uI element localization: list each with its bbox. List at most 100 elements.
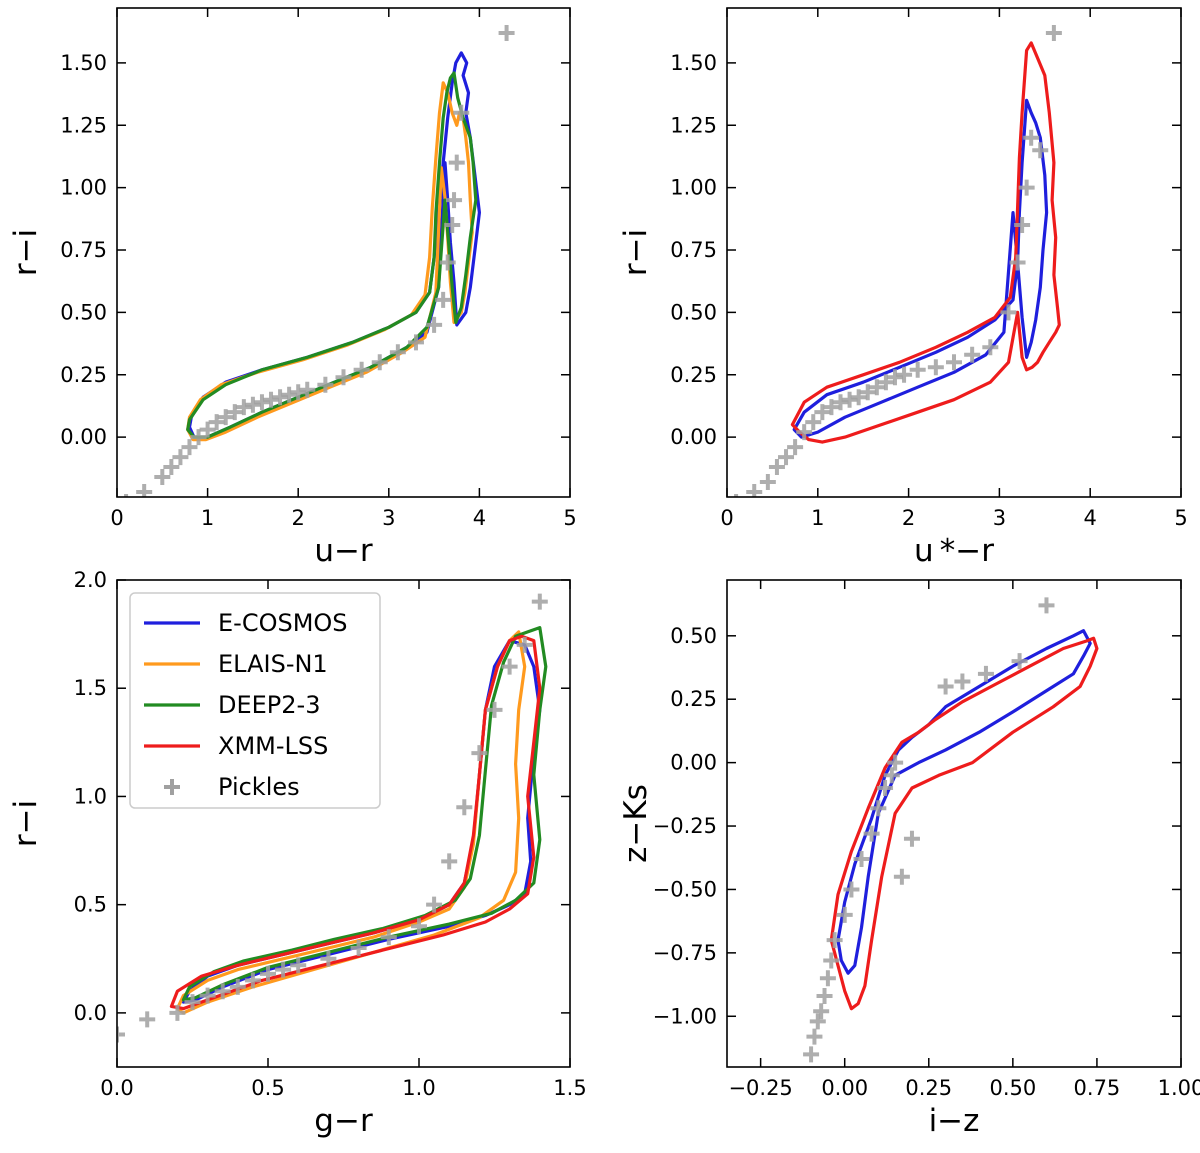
legend-label: ELAIS-N1 bbox=[218, 650, 328, 678]
pickles-marker bbox=[859, 384, 876, 401]
pickles-marker bbox=[217, 409, 234, 426]
pickles-marker bbox=[836, 906, 853, 923]
y-tick-label: 0.50 bbox=[670, 624, 717, 648]
pickles-marker bbox=[909, 361, 926, 378]
pickles-marker bbox=[260, 965, 276, 982]
legend: E-COSMOS ELAIS-N1 DEEP2-3 XMM-LSS Pickles bbox=[129, 592, 381, 809]
pickles-marker bbox=[299, 381, 316, 398]
pickles-marker bbox=[841, 391, 858, 408]
pickles-marker bbox=[272, 389, 289, 406]
pickles-marker bbox=[350, 939, 367, 956]
pickles-marker bbox=[184, 994, 201, 1011]
pickles-marker bbox=[796, 424, 813, 441]
x-tick-label: 1 bbox=[201, 506, 214, 530]
plot-area bbox=[124, 24, 515, 497]
pickles-marker bbox=[964, 346, 981, 363]
pickles-marker bbox=[868, 379, 885, 396]
x-axis-label: g−r bbox=[314, 1103, 373, 1139]
x-tick-label: 4 bbox=[473, 506, 486, 530]
pickles-marker bbox=[235, 399, 252, 416]
pickles-marker bbox=[453, 104, 470, 121]
pickles-marker bbox=[1038, 597, 1055, 614]
pickles-marker bbox=[787, 439, 804, 456]
pickles-marker bbox=[435, 291, 452, 308]
x-tick-label: 4 bbox=[1084, 506, 1097, 530]
pickles-marker bbox=[426, 896, 443, 913]
x-tick-label: 2 bbox=[292, 506, 305, 530]
pickles-marker bbox=[819, 970, 836, 987]
pickles-marker bbox=[136, 484, 153, 497]
y-tick-label: 0.5 bbox=[74, 893, 107, 917]
pickles-marker bbox=[253, 394, 270, 411]
y-axis-label: r−i bbox=[618, 229, 654, 276]
y-tick-label: −0.75 bbox=[653, 941, 717, 965]
pickles-marker bbox=[190, 429, 207, 446]
pickles-marker bbox=[1000, 304, 1017, 321]
pickles-marker bbox=[977, 665, 994, 682]
y-tick-label: 1.0 bbox=[74, 784, 107, 808]
y-axis-label: z−Ks bbox=[618, 784, 654, 863]
pickles-marker bbox=[816, 987, 833, 1004]
legend-label: Pickles bbox=[218, 773, 300, 801]
pickles-marker bbox=[139, 1011, 156, 1028]
pickles-marker bbox=[317, 376, 334, 393]
pickles-marker bbox=[826, 932, 843, 949]
x-tick-label: 0.00 bbox=[821, 1076, 868, 1100]
pickles-marker bbox=[516, 636, 533, 653]
pickles-marker bbox=[759, 474, 776, 491]
pickles-marker bbox=[803, 1046, 820, 1063]
pickles-marker bbox=[531, 593, 548, 610]
y-tick-label: 0.25 bbox=[60, 363, 107, 387]
series-xmm-lss-line bbox=[790, 41, 1061, 444]
pickles-marker bbox=[813, 1003, 830, 1020]
pickles-marker bbox=[226, 404, 243, 421]
pickles-marker bbox=[389, 344, 406, 361]
series-e-cosmos-line bbox=[836, 629, 1092, 975]
x-tick-label: 2 bbox=[902, 506, 915, 530]
pickles-marker bbox=[814, 404, 831, 421]
y-tick-label: 1.00 bbox=[60, 176, 107, 200]
plot-area bbox=[117, 593, 548, 1043]
y-tick-label: 1.25 bbox=[670, 113, 717, 137]
pickles-marker bbox=[446, 192, 463, 209]
pickles-marker bbox=[903, 830, 920, 847]
pickles-marker bbox=[843, 881, 860, 898]
y-tick-label: 0.50 bbox=[60, 300, 107, 324]
pickles-marker bbox=[832, 394, 849, 411]
pickles-marker bbox=[471, 745, 488, 762]
pickles-marker bbox=[850, 389, 867, 406]
x-tick-label: 0.50 bbox=[989, 1076, 1036, 1100]
pickles-marker bbox=[411, 918, 427, 935]
pickles-marker bbox=[407, 334, 424, 351]
y-tick-label: 0.25 bbox=[670, 363, 717, 387]
pickles-marker bbox=[486, 701, 503, 718]
pickles-marker bbox=[353, 361, 370, 378]
x-tick-label: 1.0 bbox=[402, 1076, 435, 1100]
x-tick-label: 3 bbox=[382, 506, 395, 530]
legend-label: DEEP2-3 bbox=[218, 691, 320, 719]
pickles-marker bbox=[805, 414, 822, 431]
pickles-marker bbox=[877, 374, 894, 391]
pickles-marker bbox=[444, 217, 461, 234]
y-tick-label: 0.0 bbox=[74, 1001, 107, 1025]
x-axis-label: u−r bbox=[314, 533, 373, 569]
y-tick-label: 1.5 bbox=[74, 676, 107, 700]
y-tick-label: −0.50 bbox=[653, 877, 717, 901]
pickles-marker bbox=[927, 359, 944, 376]
panel-top-right: 0 1 2 3 4 5 0.00 0.25 0.50 0.75 1.00 1.25 1.50 u *−r r… bbox=[618, 7, 1188, 569]
y-tick-label: 0.50 bbox=[670, 300, 717, 324]
axes-frame bbox=[726, 7, 1182, 498]
x-tick-label: 1 bbox=[811, 506, 824, 530]
pickles-marker bbox=[877, 779, 894, 796]
pickles-marker bbox=[954, 673, 971, 690]
y-tick-label: −1.00 bbox=[653, 1004, 717, 1028]
pickles-marker bbox=[290, 957, 307, 974]
x-tick-label: 1.5 bbox=[553, 1076, 586, 1100]
pickles-marker bbox=[208, 414, 225, 431]
pickles-marker bbox=[883, 767, 900, 784]
pickles-marker bbox=[154, 469, 171, 486]
pickles-marker bbox=[281, 386, 298, 403]
pickles-marker bbox=[380, 929, 397, 946]
axes-frame bbox=[726, 579, 1182, 1068]
